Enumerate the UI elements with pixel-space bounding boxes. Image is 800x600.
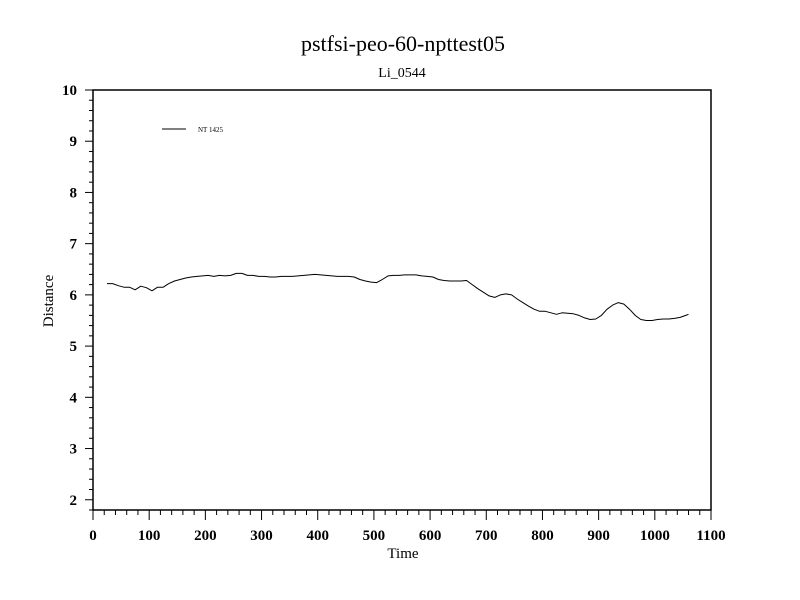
x-axis-label: Time	[387, 546, 418, 562]
x-tick-label: 1000	[640, 528, 670, 544]
y-tick-label: 4	[70, 390, 78, 406]
legend: NT 1425	[162, 126, 223, 134]
y-tick-label: 8	[70, 185, 78, 201]
axis-tick-labels: 0 100 200 300 400 500 600 700 800 900 1000 1100 2 3 4 5…	[62, 83, 726, 544]
x-tick-label: 100	[138, 528, 161, 544]
y-tick-label: 3	[70, 442, 78, 458]
x-tick-label: 500	[363, 528, 386, 544]
y-tick-label: 2	[70, 493, 78, 509]
series-line	[107, 272, 689, 321]
plot-area-frame	[92, 89, 712, 511]
x-tick-label: 0	[89, 528, 97, 544]
x-tick-label: 900	[587, 528, 610, 544]
x-tick-label: 1100	[696, 528, 725, 544]
series-layer	[107, 272, 689, 321]
y-tick-label: 5	[70, 339, 78, 355]
y-tick-label: 7	[70, 237, 78, 253]
chart-title: pstfsi-peo-60-npttest05	[301, 31, 505, 56]
y-tick-label: 6	[70, 288, 78, 304]
x-tick-label: 200	[194, 528, 217, 544]
y-tick-label: 9	[70, 134, 78, 150]
y-tick-label: 10	[62, 83, 77, 99]
x-tick-label: 700	[475, 528, 498, 544]
legend-label: NT 1425	[198, 126, 223, 134]
axis-ticks	[85, 89, 712, 520]
x-tick-label: 300	[250, 528, 273, 544]
x-tick-label: 800	[531, 528, 554, 544]
x-tick-label: 600	[419, 528, 442, 544]
chart-subtitle: Li_0544	[378, 66, 425, 81]
x-tick-label: 400	[306, 528, 329, 544]
y-axis-label: Distance	[41, 274, 57, 327]
